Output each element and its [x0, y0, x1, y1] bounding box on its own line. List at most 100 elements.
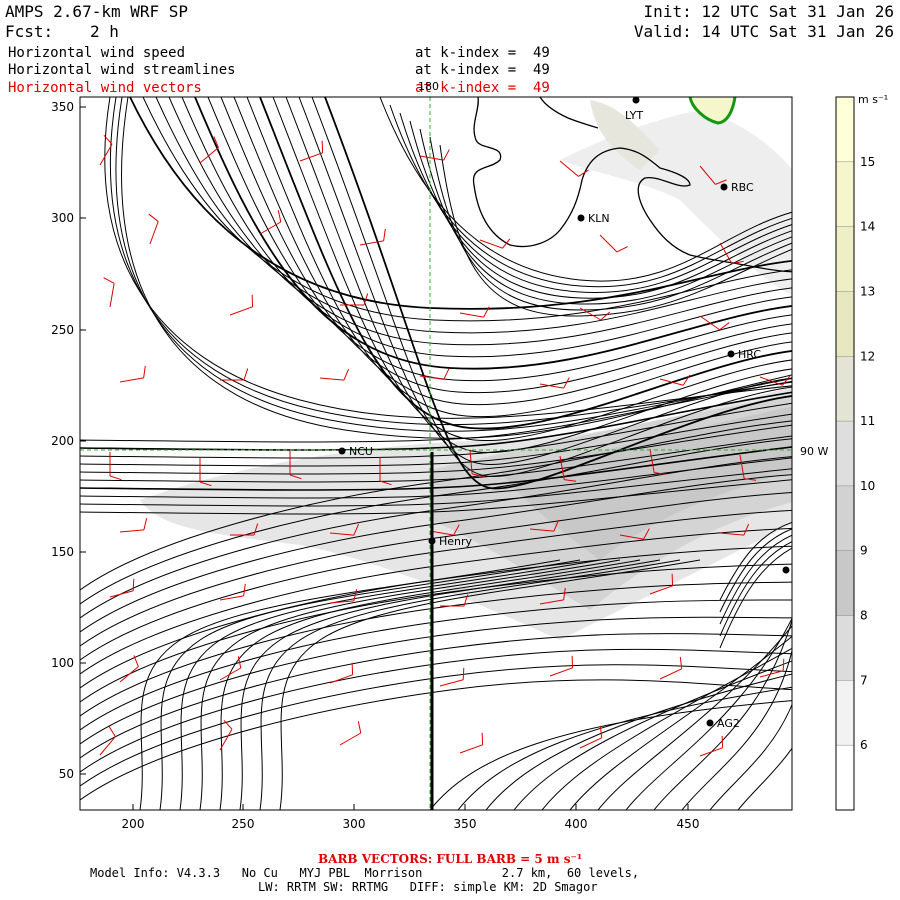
wind-barb	[103, 277, 115, 308]
svg-text:RBC: RBC	[731, 181, 754, 194]
wind-barb	[659, 374, 691, 386]
streamline	[409, 120, 792, 299]
wind-barb	[429, 524, 460, 536]
y-axis: 350 300 250 200 150 100 50	[51, 100, 86, 781]
streamline	[139, 559, 561, 810]
wind-barb	[469, 449, 484, 478]
colorbar-unit: m s⁻¹	[858, 93, 888, 106]
y-tick-label: 250	[51, 323, 74, 337]
streamline	[207, 97, 792, 382]
wind-barb	[340, 293, 369, 306]
streamline	[681, 648, 792, 810]
streamline	[80, 616, 792, 745]
streamline	[194, 97, 792, 370]
streamline	[80, 468, 792, 507]
colorbar-swatch	[836, 421, 854, 487]
wind-barb	[289, 451, 302, 480]
wind-barb	[479, 238, 511, 249]
field-speed-label: Horizontal wind speed	[8, 45, 186, 61]
wind-barb	[539, 587, 566, 605]
x-tick-label: 200	[122, 817, 145, 831]
station-hrc: HRC	[727, 348, 761, 361]
streamline	[324, 97, 792, 490]
wind-barb	[459, 732, 484, 754]
wind-barb	[719, 242, 744, 265]
wind-barb	[559, 160, 589, 177]
streamline	[429, 136, 792, 311]
wind-barb	[230, 523, 259, 536]
colorbar-label: 10	[860, 479, 875, 493]
streamline	[181, 97, 792, 358]
streamline	[279, 559, 701, 810]
streamline	[457, 686, 792, 810]
streamline	[80, 679, 792, 801]
streamline	[597, 625, 792, 810]
valid-time: Valid: 14 UTC Sat 31 Jan 26	[633, 22, 894, 41]
colorbar-swatch	[836, 291, 854, 357]
wind-barb	[549, 655, 574, 677]
streamline	[80, 438, 792, 605]
coastline	[472, 97, 792, 273]
streamline	[80, 492, 792, 647]
streamline	[569, 635, 792, 810]
x-axis: 200 250 300 350 400 450	[122, 804, 699, 831]
streamline	[80, 420, 792, 591]
wind-barb	[219, 719, 233, 751]
wind-barb	[649, 448, 667, 475]
meridian-label: 180	[418, 80, 439, 93]
streamlines	[80, 97, 792, 810]
streamline	[259, 559, 681, 810]
wind-barb	[109, 578, 135, 598]
streamline	[541, 647, 792, 810]
colorbar-swatch	[836, 226, 854, 292]
streamline	[80, 380, 792, 443]
streamline	[719, 534, 792, 625]
wind-barb	[329, 662, 354, 684]
streamline	[419, 128, 792, 305]
station-kln: KLN	[577, 212, 610, 225]
streamline	[719, 541, 792, 637]
wind-barb	[99, 726, 116, 756]
wind-barb	[259, 210, 282, 235]
streamline	[121, 97, 792, 439]
streamline	[379, 97, 792, 282]
streamline	[272, 97, 792, 442]
wind-barb	[299, 140, 324, 162]
streamline	[737, 747, 792, 810]
streamline	[80, 527, 792, 675]
wind-barb	[579, 307, 611, 321]
wind-barb	[148, 213, 159, 245]
streamline	[159, 559, 581, 810]
y-tick-label: 150	[51, 545, 74, 559]
streamline	[239, 559, 661, 810]
streamline	[259, 97, 792, 430]
y-tick-label: 350	[51, 100, 74, 114]
station-rbc: RBC	[720, 181, 754, 194]
colorbar-label: 11	[860, 414, 875, 428]
wind-barb	[329, 523, 360, 536]
wind-barb	[219, 583, 246, 601]
wind-barb	[529, 519, 560, 532]
x-tick-label: 400	[565, 817, 588, 831]
colorbar: m s⁻¹ 15 14 13 12 11 10 9 8 7 6	[835, 93, 888, 811]
streamline	[220, 97, 792, 394]
streamline	[429, 700, 792, 810]
streamline	[199, 559, 621, 810]
station-henry: Henry	[428, 535, 473, 548]
colorbar-swatch	[836, 97, 854, 163]
wind-barb	[439, 667, 465, 687]
wind-barb	[419, 149, 450, 161]
wind-barb	[109, 452, 122, 481]
wind-barb	[329, 589, 358, 604]
streamline	[625, 617, 792, 810]
colorbar-label: 12	[860, 349, 875, 363]
wind-barb	[659, 656, 683, 680]
physics-info: LW: RRTM SW: RRTMG DIFF: simple KM: 2D S…	[258, 880, 598, 894]
streamline	[80, 446, 792, 491]
colorbar-swatch	[836, 485, 854, 552]
station-east-edge	[782, 566, 790, 574]
wind-barb	[319, 368, 350, 381]
streamline	[80, 474, 792, 633]
wind-barb	[699, 735, 724, 757]
